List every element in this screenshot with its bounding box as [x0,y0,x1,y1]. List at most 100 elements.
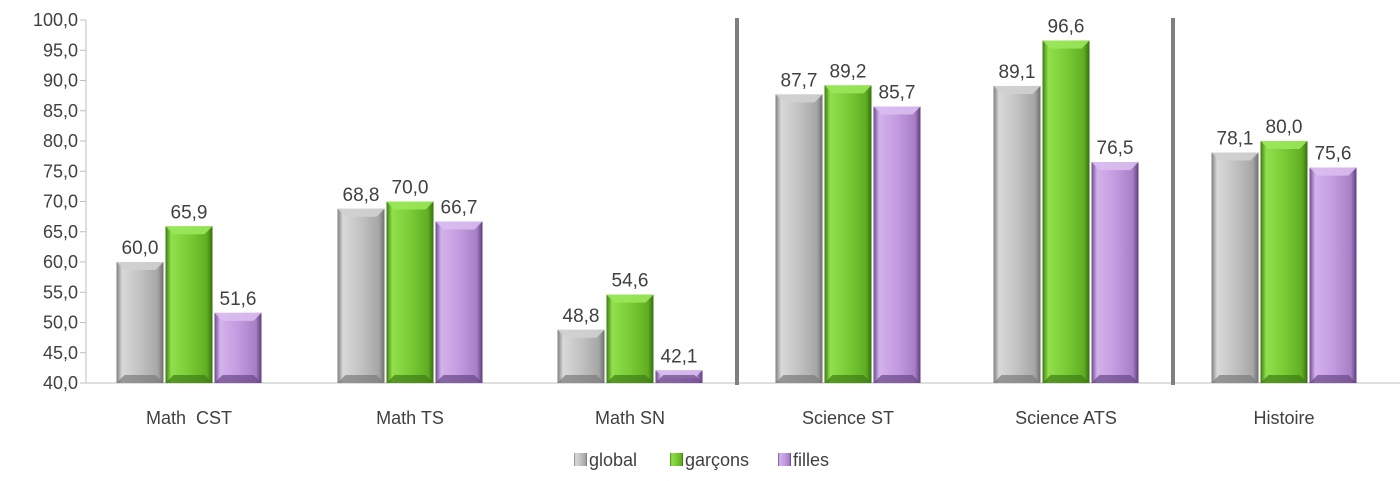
bar-bevel-bottom [1211,375,1259,383]
y-tick-label: 55,0 [43,282,78,302]
data-label: 68,8 [343,185,380,206]
x-category-label: Math CST [146,408,232,428]
bar-body [606,294,654,383]
data-label: 60,0 [122,238,159,259]
bar-bevel-bottom [116,375,164,383]
x-category-label: Math TS [376,408,444,428]
bar-bevel-top [873,106,921,115]
bar-global-5 [1211,152,1259,383]
bar-bevel-top [337,208,385,217]
bar-body [873,106,921,383]
y-tick-label: 95,0 [43,40,78,60]
bar-bevel-bottom [1042,375,1090,383]
data-label: 78,1 [1217,128,1254,149]
data-label: 85,7 [879,83,916,104]
bar-bevel-top [165,226,213,235]
bar-body [1091,162,1139,383]
data-label: 66,7 [441,197,478,218]
y-tick-label: 65,0 [43,222,78,242]
legend: global garçons filles [574,450,829,470]
legend-item-garons[interactable]: garçons [670,450,749,470]
data-label: 89,1 [999,62,1036,83]
bar-bevel-top [435,221,483,230]
bar-bevel-top [1091,162,1139,171]
y-tick-label: 70,0 [43,192,78,212]
bar-filles-5 [1309,167,1357,383]
bar-bevel-bottom [337,375,385,383]
bar-body [1260,141,1308,383]
x-category-label: Math SN [595,408,665,428]
y-tick-label: 50,0 [43,313,78,333]
data-label: 42,1 [661,346,698,367]
bar-body [337,208,385,383]
bar-global-1 [337,208,385,383]
bar-body [993,85,1041,383]
legend-label: garçons [685,450,749,470]
y-tick-label: 60,0 [43,252,78,272]
bar-garons-3 [824,85,872,383]
y-tick-label: 40,0 [43,373,78,393]
bars [116,40,1357,383]
axes: 40,0 45,0 50,0 55,0 60,0 65,0 70,0 75,0 80,0 85,0… [33,10,1400,428]
data-label: 51,6 [220,289,257,310]
bar-bevel-bottom [557,375,605,383]
y-tick-label: 80,0 [43,131,78,151]
x-category-label: Science ST [802,408,894,428]
bar-body [165,226,213,383]
bar-filles-2 [655,370,703,383]
data-label: 70,0 [392,178,429,199]
bar-global-3 [775,94,823,383]
bar-bevel-bottom [1091,375,1139,383]
data-label: 48,8 [563,306,600,327]
bar-bevel-bottom [873,375,921,383]
bar-garons-4 [1042,40,1090,383]
bar-body [557,329,605,383]
bar-global-2 [557,329,605,383]
bar-bevel-top [214,312,262,321]
bar-filles-3 [873,106,921,383]
bar-bevel-bottom [775,375,823,383]
legend-item-filles[interactable]: filles [778,450,829,470]
y-tick-label: 85,0 [43,101,78,121]
bar-bevel-top [1042,40,1090,49]
data-label: 96,6 [1048,17,1085,38]
bar-bevel-top [1260,141,1308,149]
data-label: 89,2 [830,61,867,82]
bar-body [214,312,262,383]
bar-body [1042,40,1090,383]
bar-bevel-bottom [993,375,1041,383]
bar-bevel-top [824,85,872,94]
x-category-label: Histoire [1253,408,1314,428]
bar-filles-4 [1091,162,1139,383]
bar-bevel-top [557,329,605,338]
bar-bevel-bottom [165,375,213,383]
bar-body [824,85,872,383]
y-tick-label: 45,0 [43,343,78,363]
data-labels: 60,0 65,9 51,6 68,8 70,0 66,7 48,8 54,6 42,1 87,7… [122,17,1352,368]
bar-body [775,94,823,383]
bar-bevel-bottom [1309,375,1357,383]
bar-bevel-top [775,94,823,103]
data-label: 87,7 [781,70,818,91]
bar-body [435,221,483,383]
bar-bevel-bottom [655,375,703,383]
legend-swatch [574,453,587,466]
bar-bevel-top [606,294,654,303]
bar-body [116,262,164,383]
group-separators [735,18,1175,385]
bar-body [1309,167,1357,383]
bar-garons-0 [165,226,213,383]
x-category-label: Science ATS [1015,408,1117,428]
bar-global-0 [116,262,164,383]
bar-bevel-top [1211,152,1259,161]
legend-item-global[interactable]: global [574,450,637,470]
data-label: 54,6 [612,271,649,292]
bar-filles-1 [435,221,483,383]
bar-filles-0 [214,312,262,383]
bar-garons-1 [386,201,434,383]
bar-bevel-bottom [1260,375,1308,383]
data-label: 80,0 [1266,117,1303,138]
bar-bevel-bottom [824,375,872,383]
bar-bevel-bottom [606,375,654,383]
bar-bevel-bottom [435,375,483,383]
